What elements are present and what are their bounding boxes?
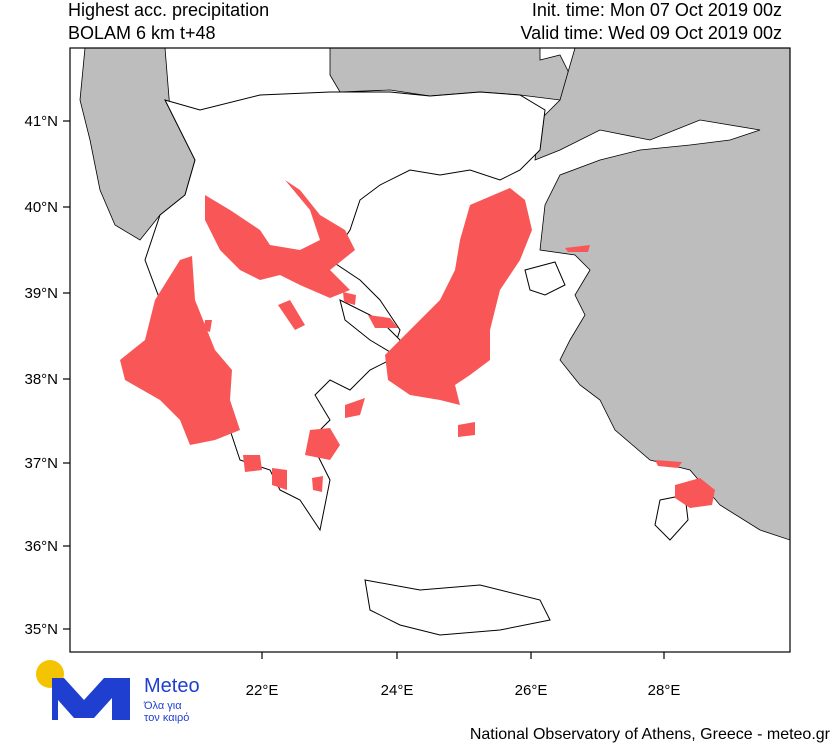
rain-east <box>565 245 715 508</box>
lat-label: 40°N <box>24 199 58 216</box>
lat-label: 35°N <box>24 621 58 638</box>
map-area <box>70 48 790 652</box>
logo-tagline: τον καιρό <box>144 712 189 724</box>
crete <box>364 579 551 636</box>
logo-tagline: Όλα για <box>143 700 182 712</box>
init-time: Init. time: Mon 07 Oct 2019 00z <box>532 0 782 20</box>
lat-label: 37°N <box>24 455 58 472</box>
rain-aegean <box>385 188 532 405</box>
lon-label: 26°E <box>515 682 548 699</box>
land-west <box>79 48 196 241</box>
lat-ticks <box>63 120 70 630</box>
lat-label: 39°N <box>24 285 58 302</box>
logo-name: Meteo <box>144 675 200 697</box>
lon-label: 28°E <box>648 682 681 699</box>
lon-ticks <box>261 652 665 659</box>
lat-label: 41°N <box>24 113 58 130</box>
lesvos <box>524 261 566 296</box>
lon-label: 24°E <box>381 682 414 699</box>
logo: Meteo Όλα για τον καιρό <box>36 660 200 724</box>
map-frame <box>69 47 791 653</box>
rain-north-west <box>205 180 355 298</box>
land-east <box>534 48 790 541</box>
title: Highest acc. precipitation <box>68 0 269 20</box>
subtitle: BOLAM 6 km t+48 <box>68 23 216 43</box>
rain-west <box>120 256 240 445</box>
valid-time: Valid time: Wed 09 Oct 2019 00z <box>521 23 782 43</box>
lat-label: 38°N <box>24 371 58 388</box>
rain-peloponnese <box>243 428 340 492</box>
lat-label: 36°N <box>24 538 58 555</box>
lon-label: 22°E <box>246 682 279 699</box>
footer: National Observatory of Athens, Greece -… <box>470 726 831 743</box>
